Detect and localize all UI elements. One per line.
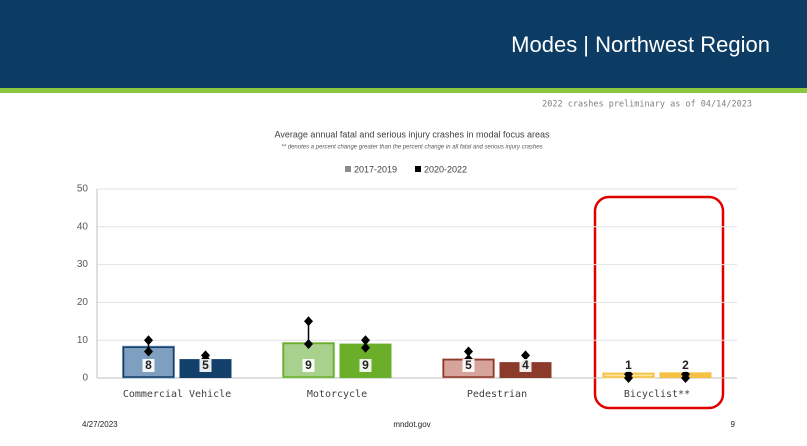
legend-label: 2020-2022 [424, 164, 467, 174]
legend-swatch [345, 166, 351, 172]
value-label: 9 [305, 358, 312, 372]
range-marker [144, 346, 153, 357]
value-label-bg [622, 359, 635, 372]
value-label: 1 [625, 358, 632, 372]
x-tick-label: Bicyclist** [624, 389, 690, 400]
slide-title: Modes | Northwest Region [511, 32, 770, 57]
footer-site: mndot.gov [393, 420, 430, 429]
value-label-bg [142, 359, 155, 372]
value-label: 4 [522, 358, 529, 372]
legend-swatch [415, 166, 421, 172]
y-tick-label: 10 [77, 335, 89, 346]
range-marker [624, 373, 633, 383]
value-label: 5 [202, 358, 209, 372]
range-marker [681, 373, 690, 383]
legend-label: 2017-2019 [354, 164, 397, 174]
y-tick-label: 40 [77, 221, 89, 232]
value-label: 2 [682, 358, 689, 372]
range-marker [521, 350, 530, 361]
x-tick-label: Commercial Vehicle [123, 389, 231, 400]
x-tick-label: Pedestrian [467, 389, 527, 400]
value-label-bg [462, 359, 475, 372]
y-tick-label: 20 [77, 297, 89, 308]
y-tick-label: 50 [77, 184, 89, 195]
note: 2022 crashes preliminary as of 04/14/202… [542, 100, 752, 110]
range-marker [361, 342, 370, 353]
value-label-bg [679, 359, 692, 372]
value-label: 9 [362, 358, 369, 372]
range-marker [304, 316, 313, 327]
range-marker [361, 335, 370, 346]
header-stripe [0, 88, 807, 93]
value-label-bg [519, 359, 532, 372]
chart-title: Average annual fatal and serious injury … [275, 129, 550, 139]
value-label-bg [302, 359, 315, 372]
value-label-bg [199, 359, 212, 372]
chart-subtitle: ** denotes a percent change greater than… [281, 145, 542, 151]
header-banner [0, 0, 807, 88]
value-label: 8 [145, 358, 152, 372]
y-tick-label: 0 [82, 373, 88, 384]
x-tick-label: Motorcycle [307, 389, 367, 400]
range-marker [144, 335, 153, 346]
value-label-bg [359, 359, 372, 372]
range-marker [464, 346, 473, 357]
footer-date: 4/27/2023 [82, 420, 118, 429]
y-tick-label: 30 [77, 259, 89, 270]
range-marker [304, 338, 313, 349]
footer-page: 9 [731, 420, 736, 429]
value-label: 5 [465, 358, 472, 372]
